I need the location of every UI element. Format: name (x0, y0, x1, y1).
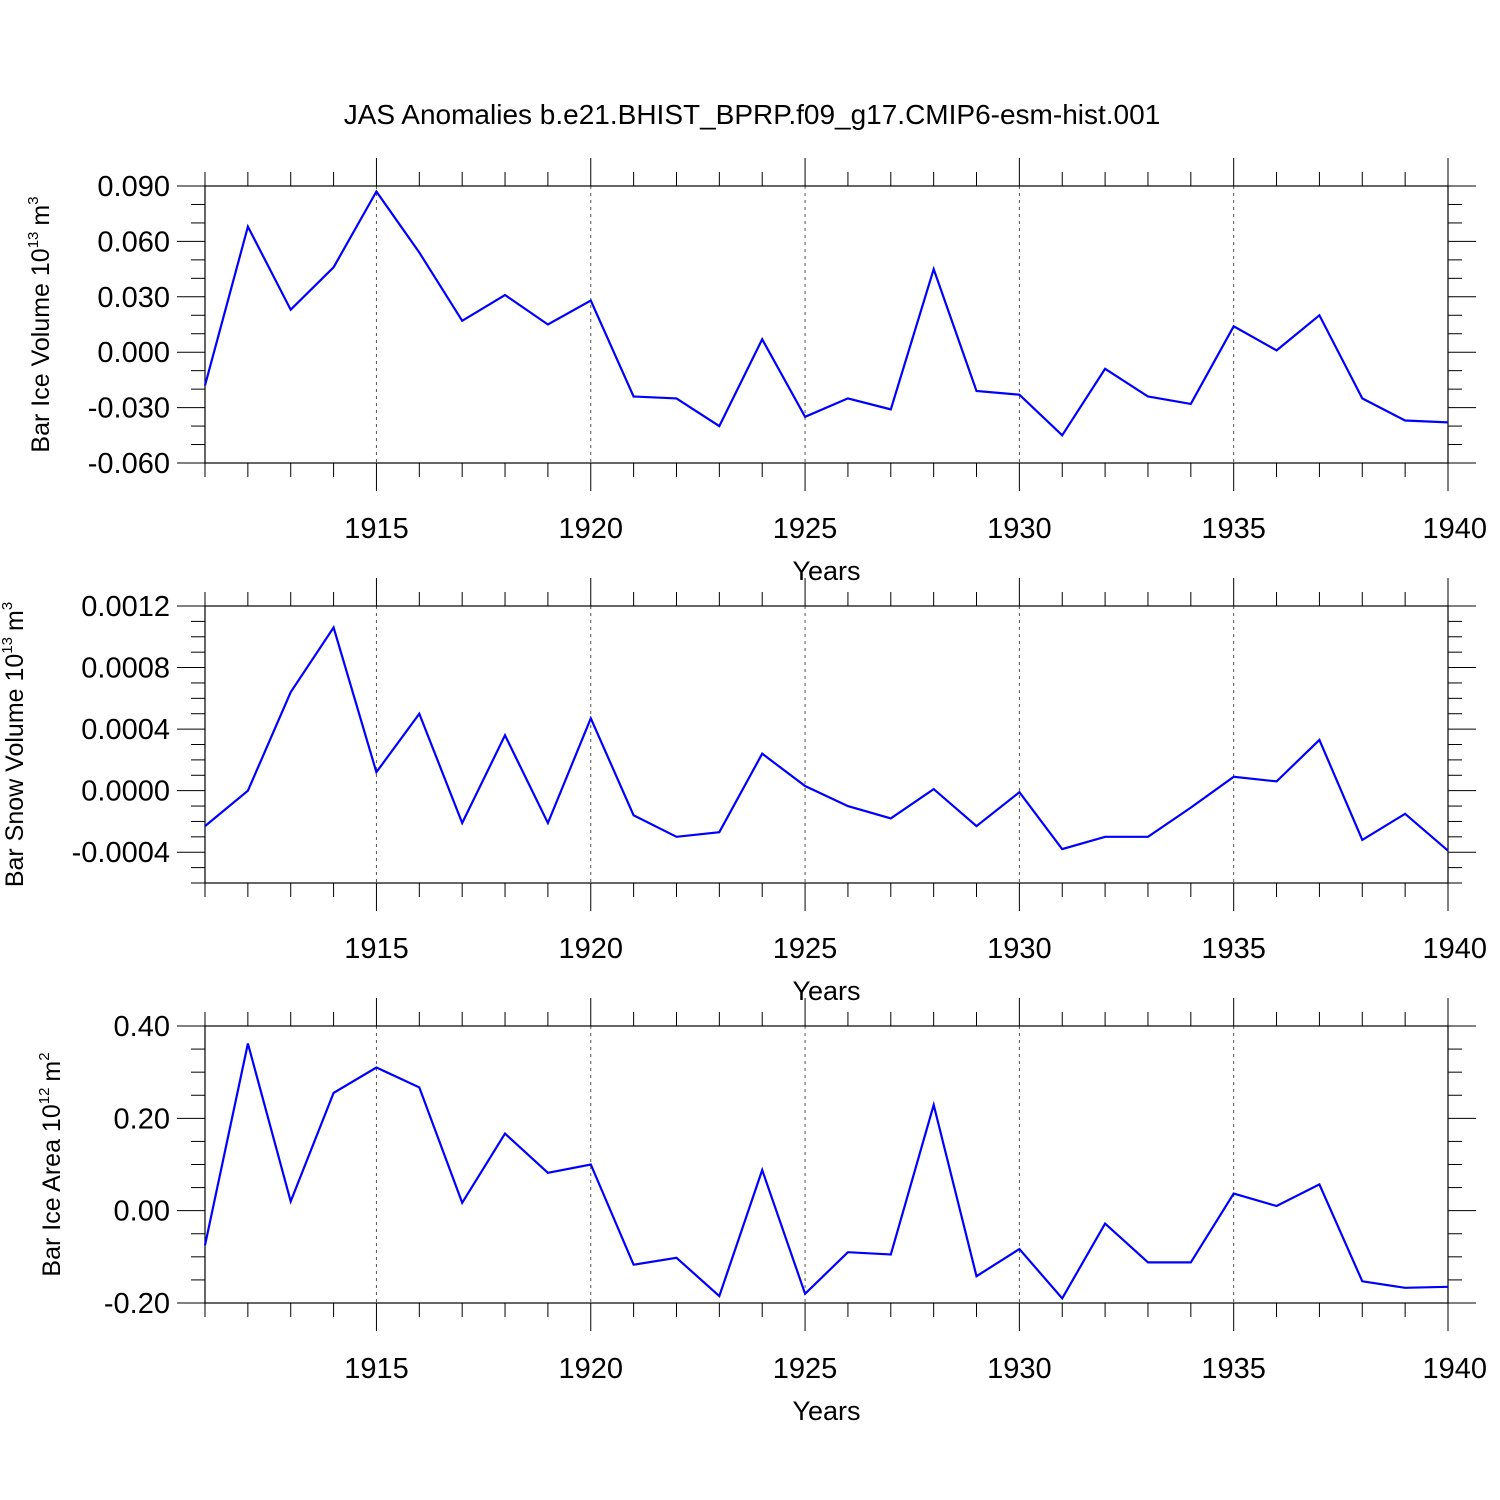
y-tick-label: 0.40 (114, 1011, 170, 1043)
series-line-3 (203, 1043, 1449, 1301)
chart-title: JAS Anomalies b.e21.BHIST_BPRP.f09_g17.C… (344, 99, 1161, 130)
y-axis-label-exp: 12 (36, 1088, 53, 1105)
x-tick-label: 1915 (344, 1353, 409, 1385)
x-tick-label: 1920 (559, 933, 624, 965)
y-axis-label-unit: m (38, 1061, 66, 1082)
x-tick-label: 1930 (987, 513, 1052, 545)
panel-3: -0.20 0.00 0.20 0.40 1915 1920 1925 1930 1935 194… (36, 998, 1487, 1426)
y-tick-label: 0.030 (97, 282, 170, 314)
y-axis-label-unit-exp: 2 (36, 1052, 53, 1060)
y-axis-label: Bar Ice Area 1012 m2 (36, 1052, 66, 1276)
y-tick-label: -0.030 (88, 393, 170, 425)
y-axis-label-exp: 13 (0, 637, 16, 654)
y-tick-label: 0.060 (97, 226, 170, 258)
plot-frame (204, 1025, 1449, 1304)
y-axis-label-text: Bar Ice Volume 10 (27, 248, 55, 452)
y-tick-label: -0.060 (88, 448, 170, 480)
y-axis-label-unit: m (27, 205, 55, 226)
x-axis-label: Years (792, 976, 860, 1006)
panel-2: -0.0004 0.0000 0.0004 0.0008 0.0012 1915 1920 1… (0, 578, 1487, 1006)
plot-frame (204, 605, 1449, 884)
y-tick-label: 0.0008 (81, 653, 170, 685)
x-tick-label: 1915 (344, 933, 409, 965)
panel-1: -0.060 -0.030 0.000 0.030 0.060 0.090 1915 1920… (25, 158, 1487, 586)
x-tick-label: 1930 (987, 933, 1052, 965)
y-tick-label: 0.000 (97, 337, 170, 369)
panels: -0.060 -0.030 0.000 0.030 0.060 0.090 1915 1920… (0, 158, 1487, 1426)
y-tick-label: 0.0012 (81, 591, 170, 623)
y-axis-label: Bar Ice Volume 1013 m3 (25, 196, 55, 452)
y-tick-label: 0.0004 (81, 714, 170, 746)
series-line-2 (204, 624, 1449, 852)
x-tick-label: 1935 (1201, 1353, 1266, 1385)
x-tick-label: 1940 (1422, 933, 1487, 965)
x-tick-label: 1920 (559, 513, 624, 545)
x-tick-label: 1935 (1201, 933, 1266, 965)
y-tick-label: 0.090 (97, 171, 170, 203)
x-tick-label: 1915 (344, 513, 409, 545)
y-tick-label: 0.0000 (81, 776, 170, 808)
y-axis-label-exp: 13 (25, 232, 42, 249)
x-tick-label: 1930 (987, 1353, 1052, 1385)
series-line-1 (203, 189, 1449, 438)
y-axis-label-text: Bar Ice Area 10 (38, 1104, 66, 1276)
y-tick-label: -0.0004 (72, 837, 170, 869)
x-axis-label: Years (792, 1396, 860, 1426)
y-axis-label-text: Bar Snow Volume 10 (1, 654, 29, 887)
x-tick-label: 1920 (559, 1353, 624, 1385)
x-tick-label: 1940 (1422, 1353, 1487, 1385)
y-axis-label-unit-exp: 3 (0, 602, 16, 610)
x-tick-label: 1940 (1422, 513, 1487, 545)
y-axis-label-unit-exp: 3 (25, 196, 42, 204)
x-tick-label: 1925 (773, 933, 838, 965)
x-axis-label: Years (792, 556, 860, 586)
y-tick-label: 0.20 (114, 1103, 170, 1135)
x-tick-label: 1925 (773, 513, 838, 545)
x-tick-label: 1925 (773, 1353, 838, 1385)
y-axis-label: Bar Snow Volume 1013 m3 (0, 602, 29, 887)
plot-frame (204, 185, 1449, 464)
y-axis-label-unit: m (1, 610, 29, 631)
y-tick-label: 0.00 (114, 1196, 170, 1228)
x-tick-label: 1935 (1201, 513, 1266, 545)
y-tick-label: -0.20 (104, 1288, 170, 1320)
